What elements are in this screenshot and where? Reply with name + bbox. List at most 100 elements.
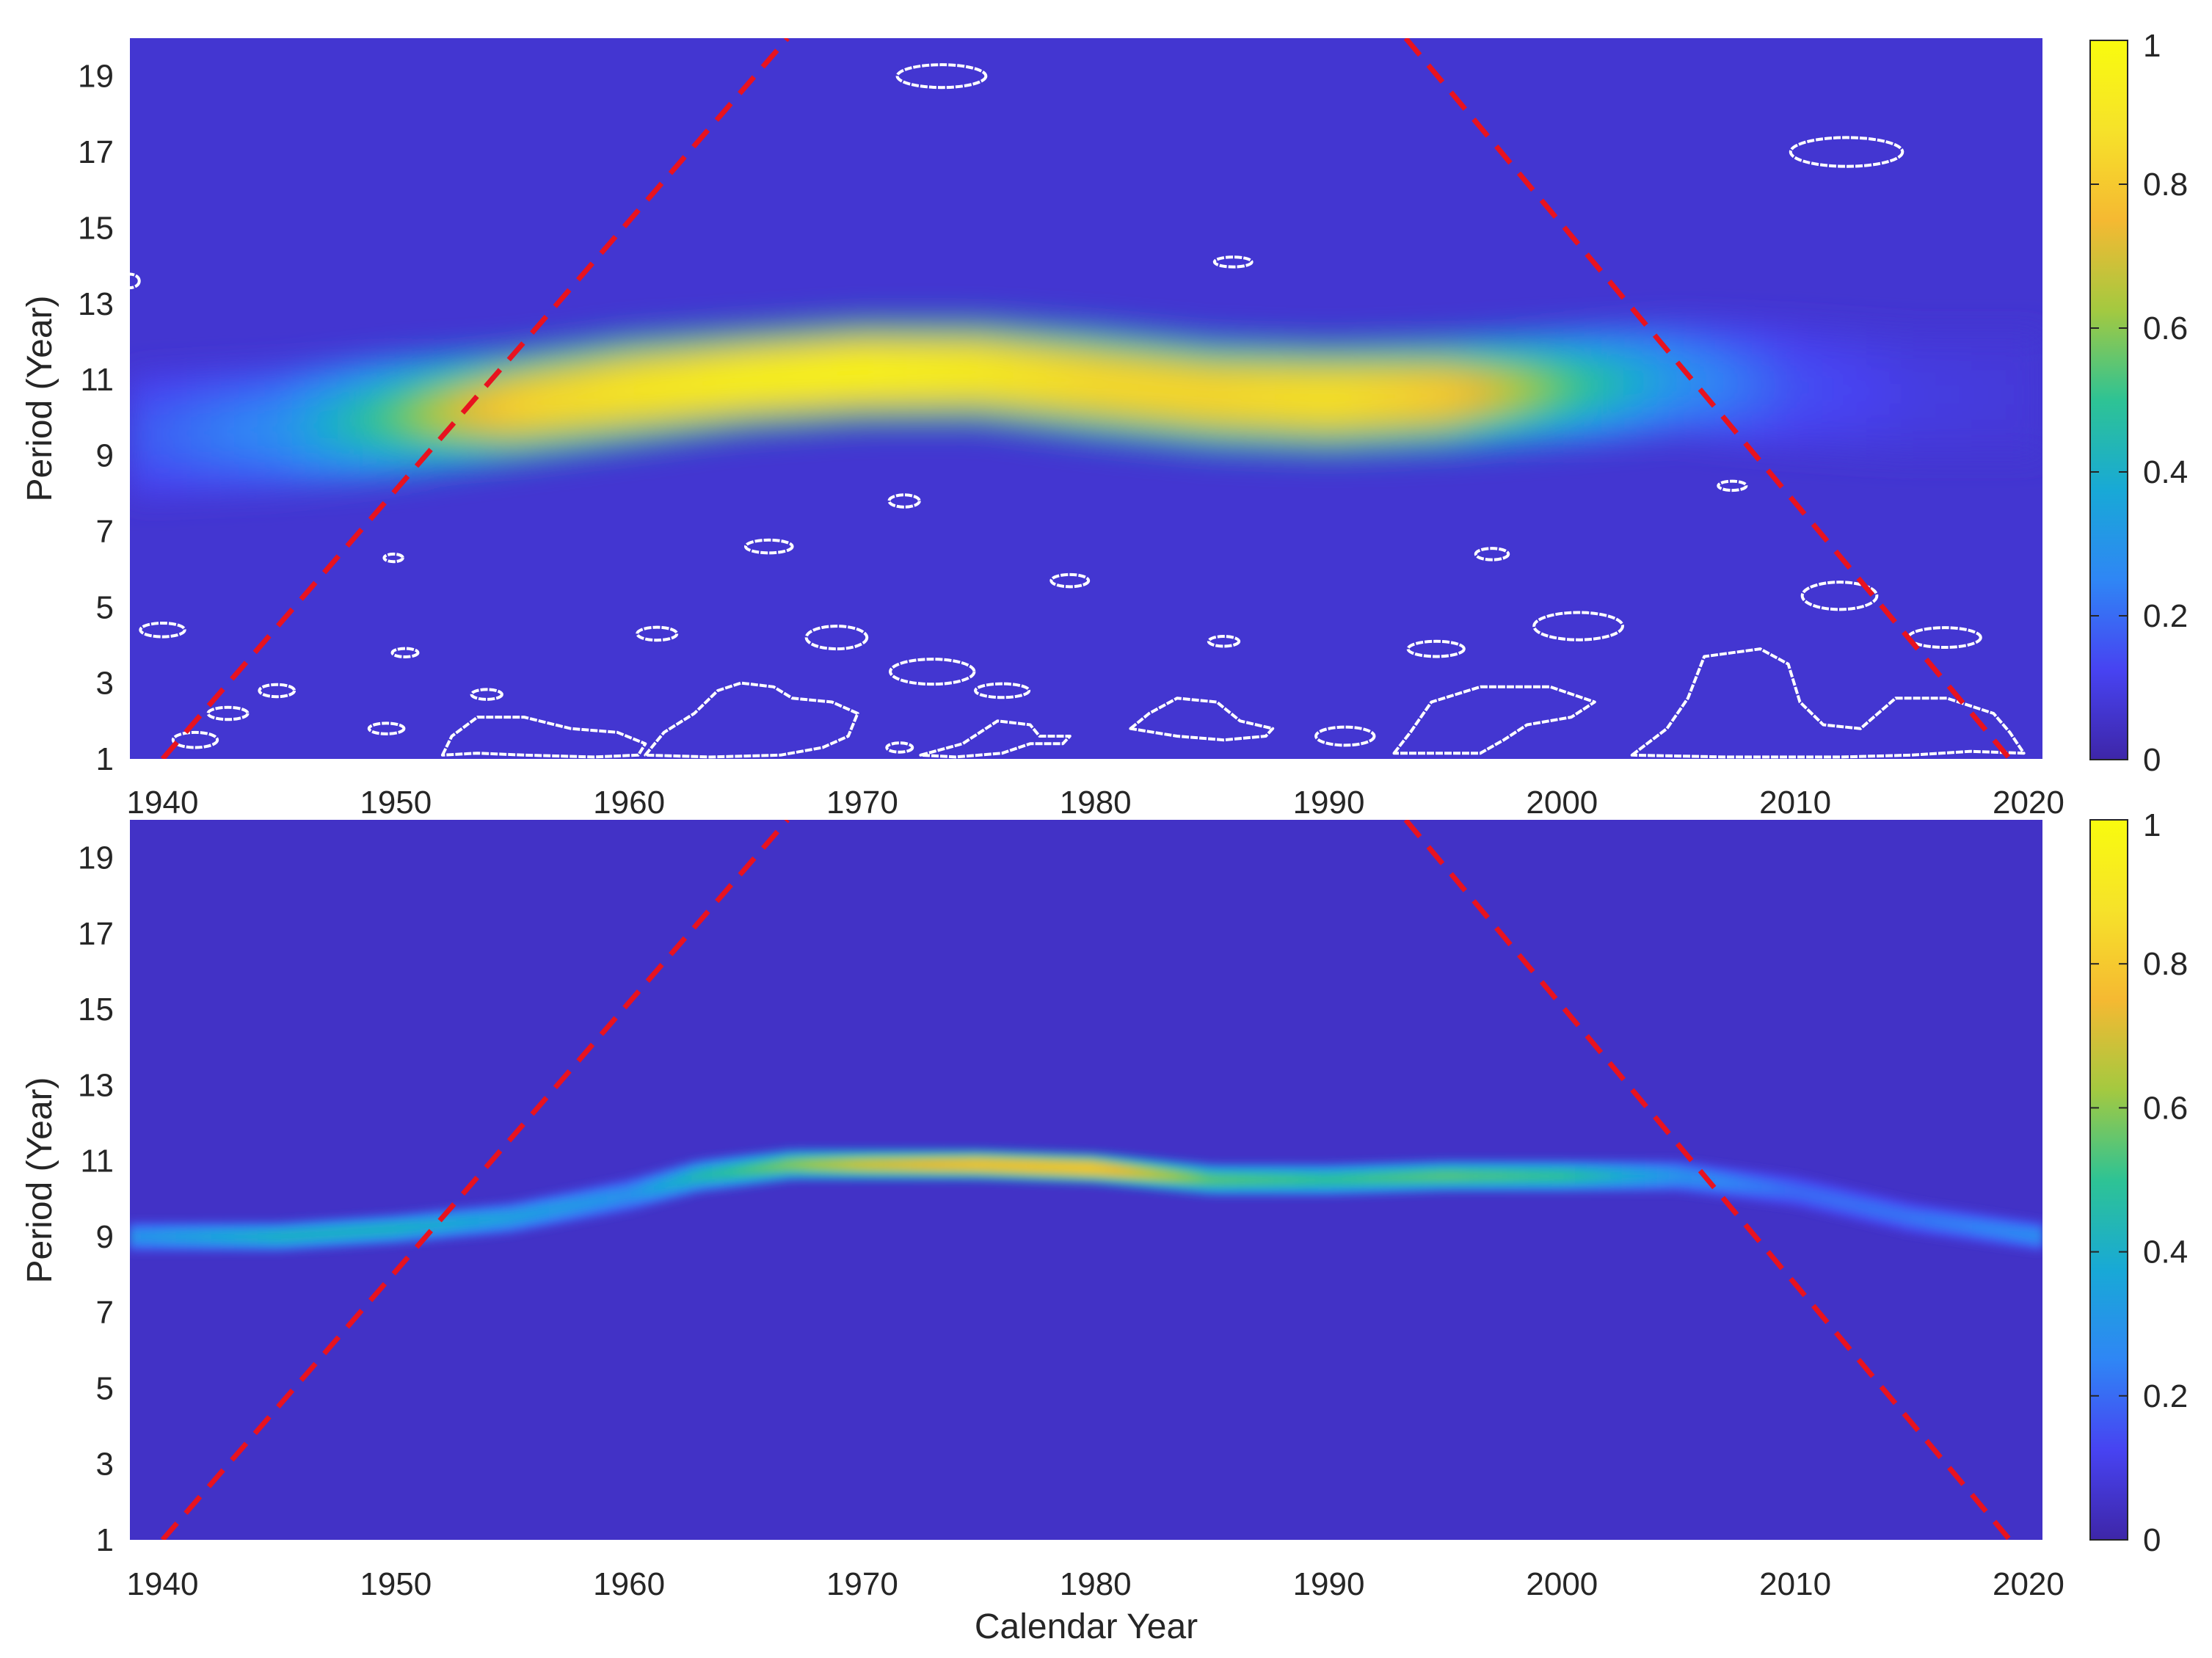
top-power-cell <box>1902 382 1916 407</box>
top-significance-contours <box>130 63 2026 759</box>
bottom-power-cell <box>1633 1173 1647 1179</box>
bottom-x-ticks: 1940 1950 1960 1970 1980 1990 2000 2010 2020 <box>127 1566 2064 1602</box>
top-power-cell <box>1411 384 1425 407</box>
top-power-cell <box>409 403 423 428</box>
bottom-power-cell <box>1342 1176 1356 1182</box>
bottom-power-cell <box>130 1234 142 1240</box>
top-power-cell <box>1761 373 1775 398</box>
colorbar-tick-label: 0.2 <box>2143 598 2188 634</box>
coi-line-right <box>1403 820 2012 1540</box>
x-tick-label: 1970 <box>826 785 898 821</box>
top-power-cell <box>759 367 772 389</box>
bottom-power-cell <box>1913 1215 1927 1222</box>
bottom-power-cell <box>479 1217 492 1223</box>
top-power-cell <box>269 417 283 442</box>
bottom-power-cell <box>1680 1174 1694 1180</box>
top-power-cell <box>211 420 225 445</box>
bottom-power-cell <box>1213 1177 1227 1183</box>
bottom-colorbar-gradient <box>2089 819 2128 1541</box>
top-power-cell <box>1377 385 1391 409</box>
bottom-power-cell <box>1505 1173 1518 1179</box>
top-power-cell <box>934 361 947 383</box>
top-power-cell <box>735 369 749 391</box>
bottom-power-cell <box>432 1221 446 1228</box>
top-power-cell <box>1715 371 1728 394</box>
top-power-cell <box>1750 372 1764 397</box>
bottom-power-cell <box>1062 1164 1076 1171</box>
top-power-cell <box>1470 381 1484 404</box>
bottom-power-cell <box>770 1163 784 1170</box>
bottom-power-cell <box>1773 1186 1787 1193</box>
x-tick-label: 1940 <box>127 1566 199 1602</box>
bottom-power-cell <box>898 1161 912 1168</box>
bottom-power-cell <box>1715 1178 1728 1185</box>
x-tick-label: 2010 <box>1759 1566 1831 1602</box>
top-power-cell <box>910 361 924 383</box>
top-power-cell <box>1785 374 1799 399</box>
top-power-cell <box>1960 382 1973 407</box>
bottom-power-cell <box>607 1194 621 1201</box>
bottom-power-cell <box>164 1234 178 1240</box>
top-power-cell <box>525 392 539 415</box>
top-power-cell <box>700 372 714 395</box>
y-tick-label: 7 <box>96 1295 114 1331</box>
top-power-cell <box>1342 386 1356 410</box>
bottom-power-cell <box>840 1161 854 1168</box>
y-tick-label: 3 <box>96 666 114 702</box>
significance-contour <box>171 730 219 749</box>
top-power-cell <box>1027 366 1041 389</box>
bottom-power-cell <box>583 1199 597 1206</box>
top-power-cell <box>1190 382 1204 405</box>
top-power-cell <box>1295 386 1309 410</box>
bottom-power-cell <box>1027 1163 1041 1170</box>
top-power-cell <box>187 421 201 446</box>
y-tick-label: 5 <box>96 589 114 625</box>
top-power-cell <box>490 396 504 419</box>
top-colorbar-ticks: 0 0.2 0.4 0.6 0.8 1 <box>2090 28 2188 778</box>
bottom-power-cell <box>1038 1163 1052 1170</box>
top-power-cell <box>1096 372 1110 396</box>
top-power-cell <box>770 366 784 388</box>
top-power-cell <box>245 418 259 443</box>
top-power-cell <box>957 361 971 383</box>
bottom-power-cell <box>1003 1163 1017 1169</box>
top-power-cell <box>537 390 551 414</box>
x-tick-label: 1990 <box>1293 1566 1365 1602</box>
y-tick-label: 17 <box>78 916 114 952</box>
top-power-cell <box>1948 382 1962 407</box>
bottom-power-cell <box>793 1161 807 1168</box>
top-power-cell <box>1447 382 1460 406</box>
bottom-power-cell <box>782 1162 796 1168</box>
bottom-power-cell <box>852 1161 866 1168</box>
bottom-power-cell <box>2018 1231 2032 1237</box>
top-power-cell <box>1435 383 1449 407</box>
top-power-cell <box>1738 371 1752 396</box>
significance-contour <box>889 658 976 686</box>
y-tick-label: 5 <box>96 1370 114 1406</box>
bottom-power-cell <box>1248 1177 1262 1183</box>
top-power-cell <box>1633 371 1647 394</box>
significance-contour <box>744 538 794 555</box>
top-power-cell <box>1668 368 1682 391</box>
y-tick-label: 1 <box>96 741 114 777</box>
coi-line-left <box>160 820 790 1540</box>
top-power-cell <box>2018 382 2032 407</box>
top-power-cell <box>1913 382 1927 407</box>
top-power-cell <box>560 388 574 411</box>
top-power-cell <box>1925 382 1938 407</box>
top-power-cell <box>840 362 854 384</box>
x-tick-label: 2020 <box>1993 785 2064 821</box>
top-power-cell <box>339 410 352 435</box>
top-power-cell <box>1132 376 1146 399</box>
top-power-cell <box>1516 378 1530 401</box>
bottom-power-cell <box>1482 1173 1496 1179</box>
bottom-power-cell <box>1155 1171 1169 1178</box>
bottom-power-cell <box>1447 1173 1460 1179</box>
top-power-cell <box>1155 378 1169 401</box>
top-power-cell <box>1983 382 1997 407</box>
top-power-cell <box>1995 382 2009 407</box>
bottom-power-cell <box>269 1234 283 1240</box>
top-power-cell <box>1890 381 1904 407</box>
significance-contour <box>804 625 869 651</box>
